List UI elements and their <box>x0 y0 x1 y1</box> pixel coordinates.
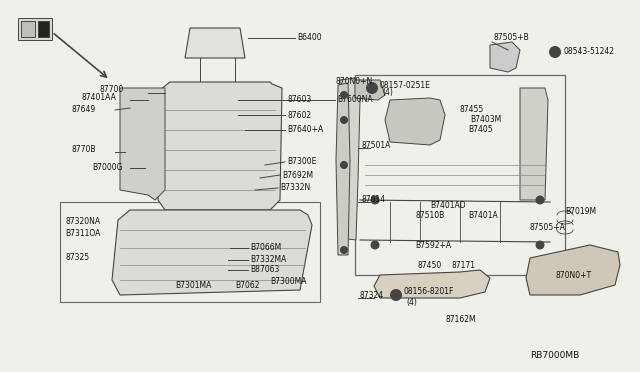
Text: B: B <box>370 86 374 90</box>
Text: 87700: 87700 <box>100 86 124 94</box>
Text: 87320NA: 87320NA <box>65 218 100 227</box>
Text: 87450: 87450 <box>418 260 442 269</box>
Polygon shape <box>112 210 312 295</box>
Text: B7401A: B7401A <box>468 211 498 219</box>
Polygon shape <box>355 80 385 100</box>
Text: B7019M: B7019M <box>565 208 596 217</box>
Text: 87510B: 87510B <box>415 211 444 219</box>
Text: 870N0+N: 870N0+N <box>335 77 372 87</box>
Text: 87325: 87325 <box>65 253 89 263</box>
Text: B7640+A: B7640+A <box>287 125 323 135</box>
Text: B7403M: B7403M <box>470 115 501 125</box>
Text: RB7000MB: RB7000MB <box>530 350 579 359</box>
Text: B7332N: B7332N <box>280 183 310 192</box>
Text: (4): (4) <box>382 89 393 97</box>
Text: 08543-51242: 08543-51242 <box>563 48 614 57</box>
Circle shape <box>367 83 378 93</box>
Polygon shape <box>526 245 620 295</box>
Text: 87505+B: 87505+B <box>494 33 530 42</box>
Text: 87505+A: 87505+A <box>530 224 566 232</box>
Polygon shape <box>18 18 52 40</box>
Polygon shape <box>520 88 548 200</box>
Text: 08157-0251E: 08157-0251E <box>380 80 431 90</box>
Text: B7401AD: B7401AD <box>430 201 466 209</box>
Polygon shape <box>336 83 350 255</box>
Polygon shape <box>158 82 282 210</box>
Circle shape <box>340 161 348 169</box>
Bar <box>355 75 565 275</box>
Text: 87649: 87649 <box>72 106 96 115</box>
Text: B7405: B7405 <box>468 125 493 135</box>
Text: 87614: 87614 <box>362 196 386 205</box>
Text: 8770B: 8770B <box>72 145 97 154</box>
Text: B7592+A: B7592+A <box>415 241 451 250</box>
Text: 87455: 87455 <box>460 106 484 115</box>
Polygon shape <box>120 88 165 200</box>
Text: B7692M: B7692M <box>282 170 313 180</box>
Polygon shape <box>340 78 360 240</box>
Polygon shape <box>490 42 520 72</box>
Circle shape <box>550 46 561 58</box>
Polygon shape <box>385 98 445 145</box>
Text: B7311OA: B7311OA <box>65 230 100 238</box>
Text: 87501A: 87501A <box>362 141 392 150</box>
Text: B7332MA: B7332MA <box>250 256 286 264</box>
Text: B7301MA: B7301MA <box>175 280 211 289</box>
Text: B7600NA: B7600NA <box>337 96 372 105</box>
Text: 87324: 87324 <box>360 291 384 299</box>
Text: B7300E: B7300E <box>287 157 316 167</box>
Polygon shape <box>38 21 49 37</box>
Text: 870N0+T: 870N0+T <box>555 270 591 279</box>
Bar <box>60 202 320 302</box>
Text: B7300MA: B7300MA <box>270 278 307 286</box>
Text: 87162M: 87162M <box>445 315 476 324</box>
Circle shape <box>536 241 544 249</box>
Text: 87603: 87603 <box>287 96 311 105</box>
Polygon shape <box>185 28 245 58</box>
Circle shape <box>536 196 544 204</box>
Text: 87171: 87171 <box>452 260 476 269</box>
Text: B7000G: B7000G <box>92 163 122 171</box>
Text: 08156-8201F: 08156-8201F <box>404 288 454 296</box>
Circle shape <box>371 241 379 249</box>
Polygon shape <box>374 270 490 298</box>
Text: B: B <box>553 49 557 55</box>
Polygon shape <box>21 21 35 37</box>
Circle shape <box>340 247 348 253</box>
Circle shape <box>340 92 348 99</box>
Text: 87602: 87602 <box>287 110 311 119</box>
Text: B6400: B6400 <box>297 33 322 42</box>
Text: B87063: B87063 <box>250 266 280 275</box>
Text: B7066M: B7066M <box>250 244 281 253</box>
Text: B7062: B7062 <box>235 280 259 289</box>
Text: B: B <box>394 292 398 298</box>
Circle shape <box>371 196 379 204</box>
Text: (4): (4) <box>406 298 417 307</box>
Circle shape <box>390 289 401 301</box>
Text: 87401AA: 87401AA <box>82 93 117 102</box>
Circle shape <box>340 116 348 124</box>
